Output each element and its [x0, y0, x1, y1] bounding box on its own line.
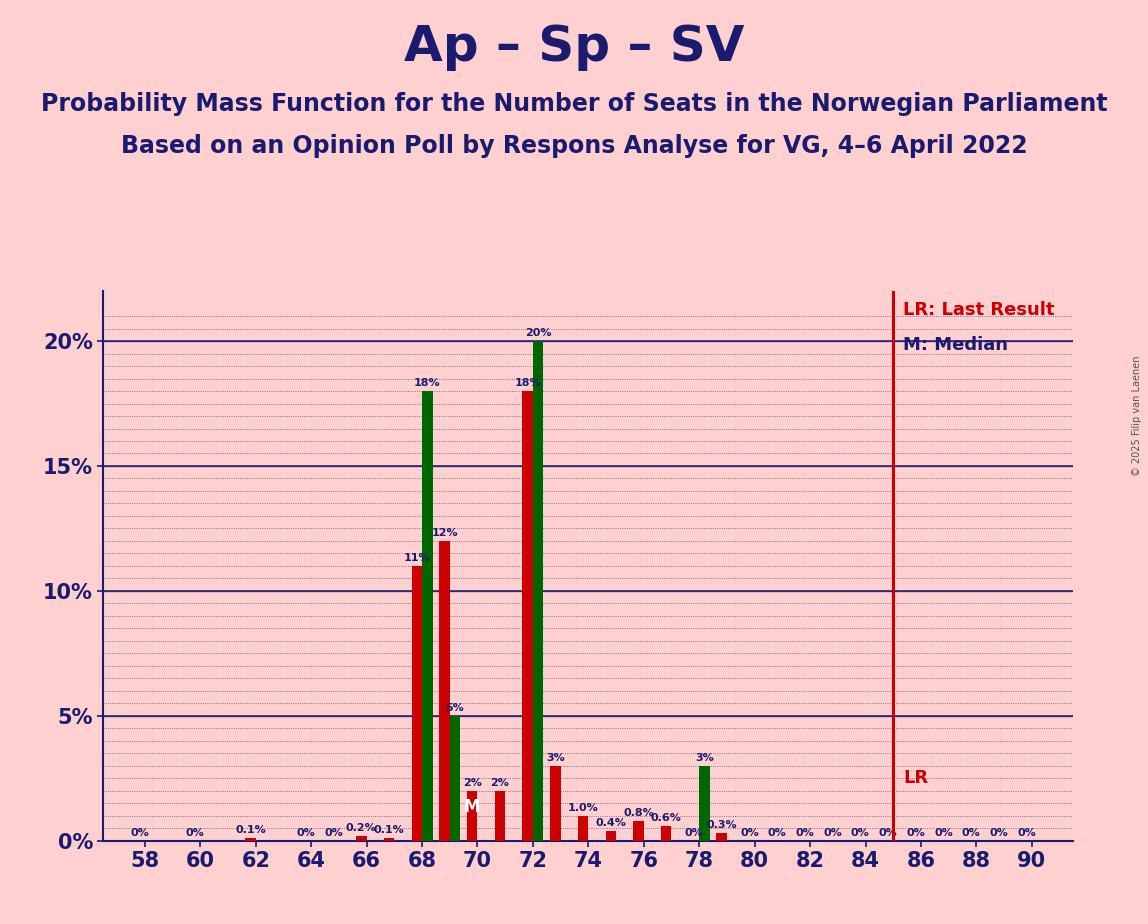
Text: 2%: 2% — [490, 778, 510, 788]
Bar — [356, 836, 366, 841]
Bar — [605, 831, 616, 841]
Text: 0%: 0% — [740, 828, 759, 838]
Text: 0%: 0% — [684, 828, 704, 838]
Bar — [246, 838, 256, 841]
Text: 0.6%: 0.6% — [651, 813, 682, 823]
Bar — [450, 716, 460, 841]
Bar — [699, 766, 709, 841]
Text: 11%: 11% — [403, 553, 430, 563]
Bar — [467, 791, 478, 841]
Text: M: Median: M: Median — [903, 336, 1008, 354]
Text: 0.2%: 0.2% — [346, 823, 377, 833]
Text: 0%: 0% — [906, 828, 925, 838]
Text: 0%: 0% — [990, 828, 1008, 838]
Text: 0%: 0% — [324, 828, 343, 838]
Text: 0%: 0% — [878, 828, 898, 838]
Text: 0%: 0% — [823, 828, 841, 838]
Text: 18%: 18% — [514, 378, 541, 388]
Text: 12%: 12% — [432, 528, 458, 538]
Bar — [533, 341, 543, 841]
Text: 20%: 20% — [525, 328, 551, 338]
Text: 0%: 0% — [962, 828, 980, 838]
Text: 0%: 0% — [796, 828, 814, 838]
Text: 0%: 0% — [768, 828, 786, 838]
Text: 0%: 0% — [186, 828, 204, 838]
Text: 0.1%: 0.1% — [235, 825, 266, 835]
Bar — [550, 766, 560, 841]
Text: Ap – Sp – SV: Ap – Sp – SV — [404, 23, 744, 71]
Text: Probability Mass Function for the Number of Seats in the Norwegian Parliament: Probability Mass Function for the Number… — [40, 92, 1108, 116]
Text: 0.4%: 0.4% — [596, 818, 627, 828]
Text: 3%: 3% — [546, 753, 565, 763]
Bar — [661, 826, 672, 841]
Bar — [716, 833, 727, 841]
Text: 18%: 18% — [414, 378, 441, 388]
Bar — [383, 838, 394, 841]
Text: 0.8%: 0.8% — [623, 808, 654, 818]
Bar — [522, 391, 533, 841]
Text: © 2025 Filip van Laenen: © 2025 Filip van Laenen — [1132, 356, 1142, 476]
Text: LR: LR — [903, 770, 928, 787]
Text: 0%: 0% — [1017, 828, 1035, 838]
Text: 0%: 0% — [934, 828, 953, 838]
Text: 2%: 2% — [463, 778, 482, 788]
Bar — [411, 565, 422, 841]
Bar — [422, 391, 433, 841]
Bar — [495, 791, 505, 841]
Text: LR: Last Result: LR: Last Result — [903, 301, 1054, 319]
Text: 0.1%: 0.1% — [374, 825, 404, 835]
Text: 0%: 0% — [296, 828, 316, 838]
Text: M: M — [464, 797, 481, 816]
Text: 0%: 0% — [851, 828, 870, 838]
Text: 1.0%: 1.0% — [568, 803, 598, 813]
Text: 0%: 0% — [130, 828, 149, 838]
Text: 5%: 5% — [445, 703, 465, 713]
Text: 0.3%: 0.3% — [706, 821, 737, 831]
Text: 3%: 3% — [695, 753, 714, 763]
Bar — [440, 541, 450, 841]
Bar — [577, 816, 588, 841]
Text: Based on an Opinion Poll by Respons Analyse for VG, 4–6 April 2022: Based on an Opinion Poll by Respons Anal… — [121, 134, 1027, 158]
Bar — [634, 821, 644, 841]
